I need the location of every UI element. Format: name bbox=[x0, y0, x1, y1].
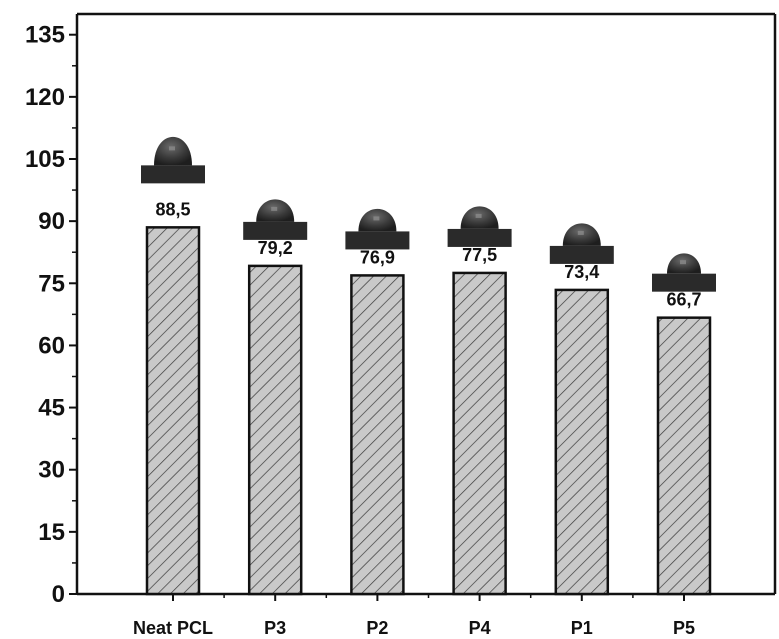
bar-value-label: 73,4 bbox=[564, 262, 599, 282]
droplet-shape bbox=[154, 136, 192, 166]
droplet-icon bbox=[549, 223, 614, 264]
bar-p1 bbox=[554, 288, 610, 596]
substrate-plate bbox=[652, 273, 716, 292]
droplet-icon bbox=[141, 136, 205, 184]
substrate-plate bbox=[141, 165, 205, 184]
droplet-highlight bbox=[577, 230, 584, 235]
axes: 0 15 30 45 60 75 90 105 120 135 Neat PCL P3 P2 P4 P1 P5 bbox=[25, 12, 777, 638]
substrate-plate bbox=[447, 228, 512, 247]
x-tick-label: Neat PCL bbox=[133, 618, 213, 638]
substrate-plate bbox=[243, 221, 308, 240]
bar-value-label: 76,9 bbox=[360, 247, 395, 267]
bar-value-label: 66,7 bbox=[666, 290, 701, 310]
y-tick-label: 15 bbox=[38, 519, 65, 546]
droplet-highlight bbox=[475, 213, 482, 218]
substrate-plate bbox=[549, 245, 614, 264]
bar-value-label: 88,5 bbox=[155, 199, 190, 219]
bar-p3 bbox=[247, 264, 303, 596]
droplet-highlight bbox=[680, 260, 686, 265]
substrate-plate bbox=[345, 231, 410, 250]
bar-value-label: 77,5 bbox=[462, 245, 497, 265]
x-tick-label: P2 bbox=[366, 618, 388, 638]
y-tick-label: 45 bbox=[38, 395, 65, 422]
bar-value-label: 79,2 bbox=[258, 238, 293, 258]
droplet-highlight bbox=[373, 216, 380, 221]
x-tick-label: P4 bbox=[469, 618, 491, 638]
y-tick-label: 0 bbox=[52, 581, 65, 608]
droplet-icon bbox=[243, 199, 308, 240]
y-tick-label: 105 bbox=[25, 146, 65, 173]
bar-p2 bbox=[350, 274, 405, 596]
droplet-highlight bbox=[169, 146, 175, 151]
bar-neat-pcl bbox=[145, 226, 201, 596]
droplet-icon bbox=[447, 206, 512, 247]
y-tick-label: 120 bbox=[25, 84, 65, 111]
bars bbox=[145, 226, 712, 596]
data-labels: 88,5 79,2 76,9 77,5 73,4 66,7 bbox=[155, 199, 701, 309]
y-tick-label: 30 bbox=[38, 457, 65, 484]
droplet-highlight bbox=[271, 206, 278, 211]
x-tick-label: P1 bbox=[571, 618, 593, 638]
droplet-images bbox=[141, 136, 716, 292]
y-tick-label: 75 bbox=[38, 270, 65, 297]
bar-p5 bbox=[656, 316, 712, 596]
x-tick-label: P5 bbox=[673, 618, 695, 638]
y-tick-label: 60 bbox=[38, 332, 65, 359]
y-tick-label: 90 bbox=[38, 208, 65, 235]
x-tick-label: P3 bbox=[264, 618, 286, 638]
droplet-icon bbox=[652, 253, 716, 292]
y-tick-label: 135 bbox=[25, 22, 65, 49]
bar-p4 bbox=[452, 271, 507, 596]
droplet-icon bbox=[345, 208, 410, 250]
